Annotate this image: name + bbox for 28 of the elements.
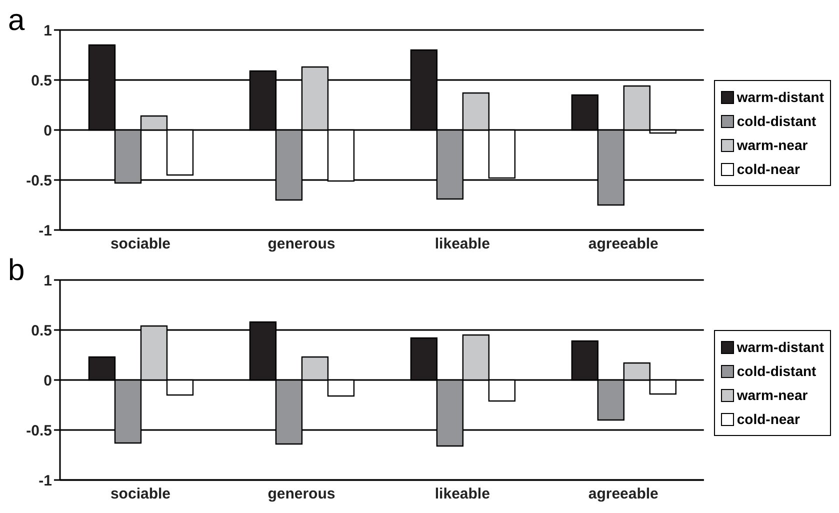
legend-label: warm-near (736, 386, 808, 405)
y-tick-label: 0.5 (31, 72, 52, 90)
chart-title: b (8, 254, 25, 288)
y-tick-label: 0 (44, 122, 52, 140)
y-tick-label: -1 (38, 222, 52, 240)
legend-label: warm-near (736, 136, 808, 155)
x-tick-label: likeable (434, 486, 490, 503)
y-tick-label: 0 (44, 372, 52, 390)
y-tick-label: 0.5 (31, 322, 52, 340)
y-tick-label: -0.5 (26, 422, 52, 440)
legend-label: cold-near (736, 410, 800, 429)
y-tick-label: -1 (38, 472, 52, 490)
x-tick-label: sociable (110, 486, 170, 503)
chart-title: a (8, 4, 25, 38)
legend-label: warm-distant (736, 338, 824, 357)
x-tick-label: generous (268, 486, 336, 503)
y-tick-label: 1 (44, 272, 52, 290)
x-tick-label: agreeable (588, 236, 658, 253)
x-tick-label: agreeable (588, 486, 658, 503)
y-tick-label: 1 (44, 22, 52, 40)
legend-label: warm-distant (736, 88, 824, 107)
x-tick-label: sociable (110, 236, 170, 253)
legend-label: cold-distant (736, 112, 816, 131)
y-tick-label: -0.5 (26, 172, 52, 190)
x-tick-label: likeable (434, 236, 490, 253)
legend-label: cold-distant (736, 362, 816, 381)
legend-label: cold-near (736, 160, 800, 179)
x-tick-label: generous (268, 236, 336, 253)
